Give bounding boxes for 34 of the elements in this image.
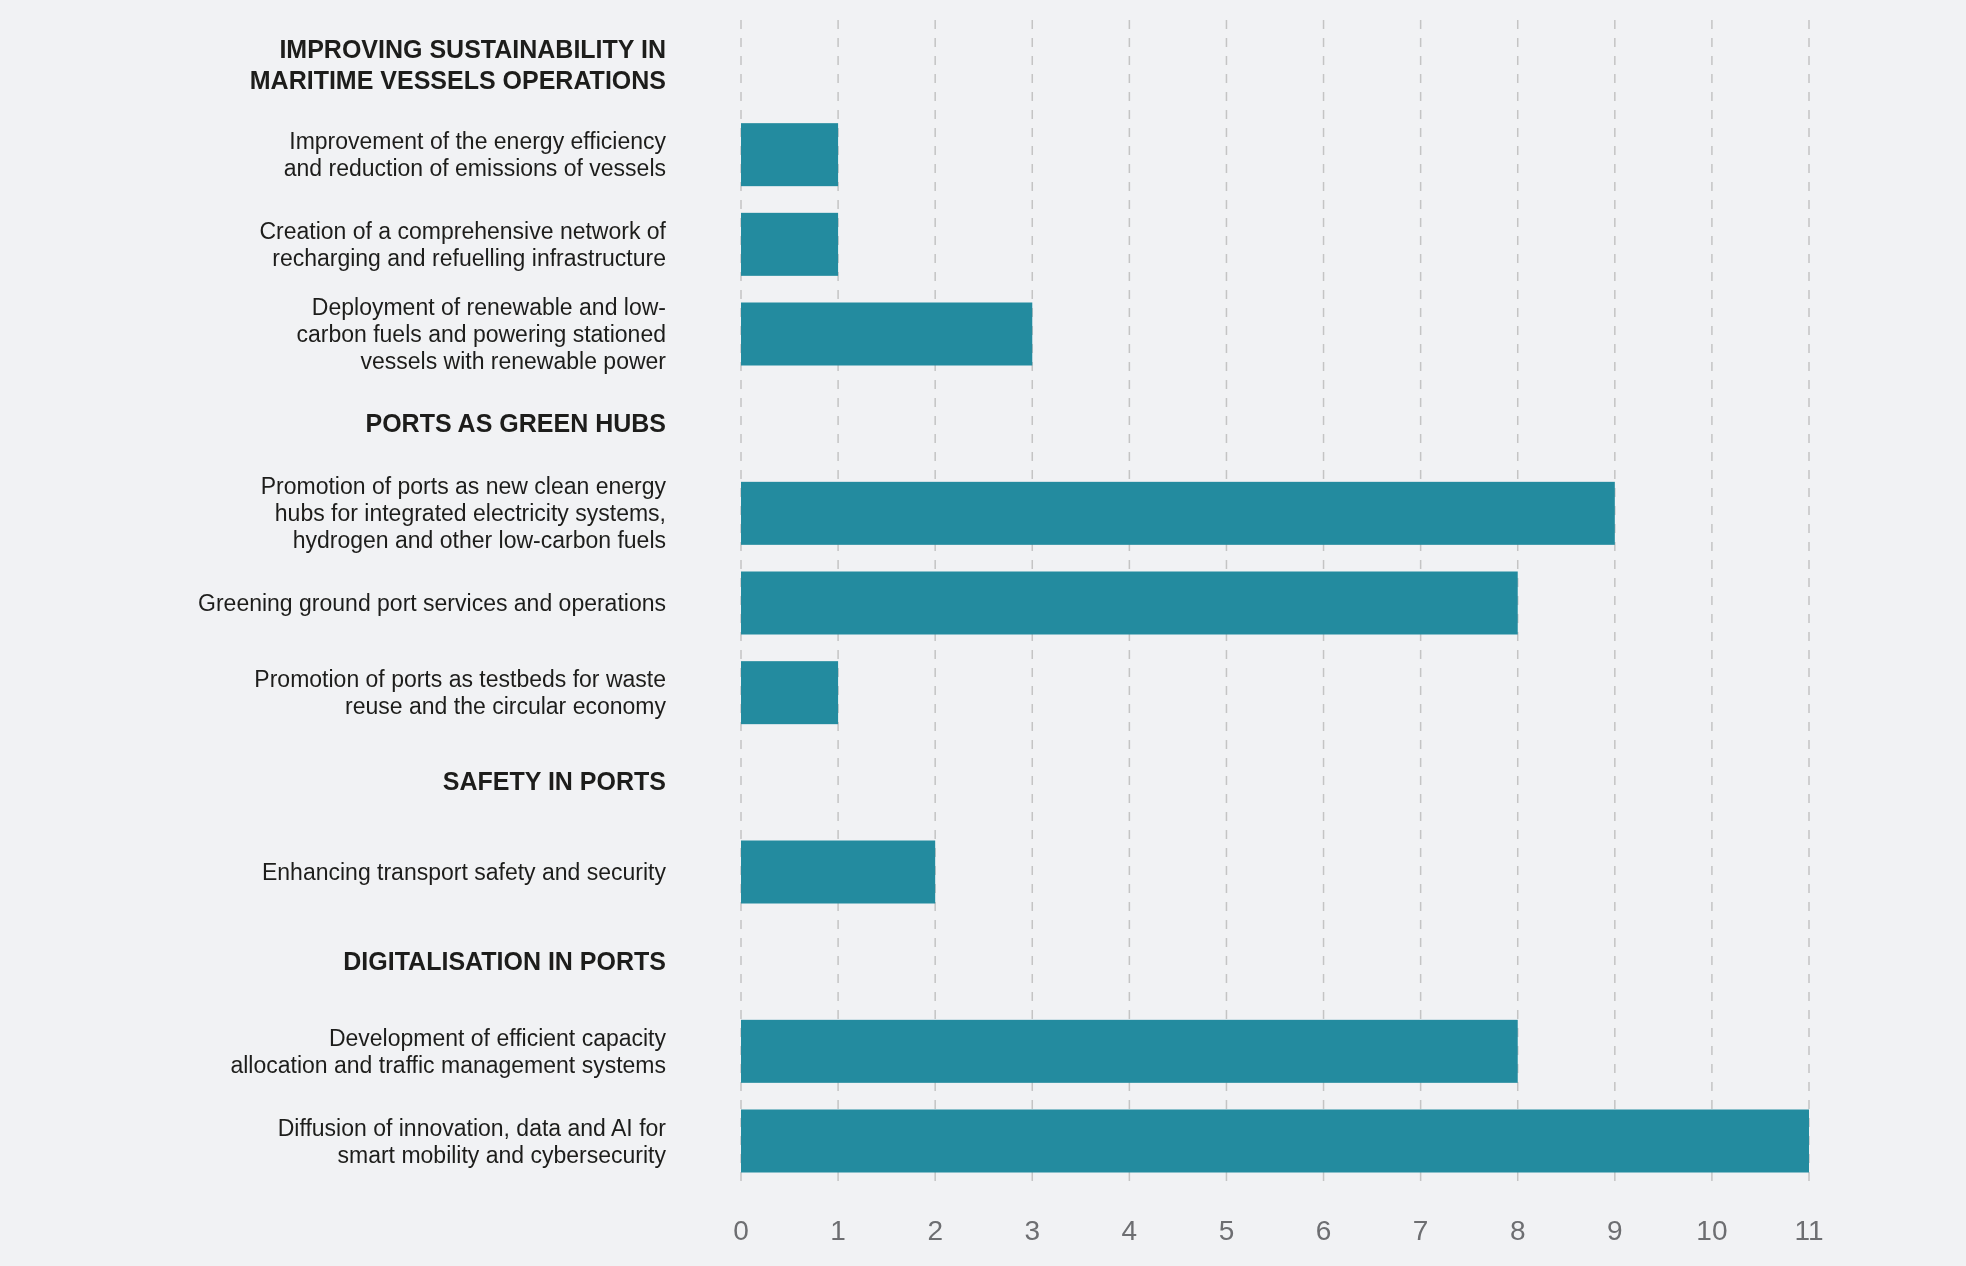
bar [741,123,839,187]
x-tick-label: 1 [830,1215,846,1246]
x-tick-label: 10 [1696,1215,1728,1246]
x-tick-label: 7 [1412,1215,1429,1246]
y-tick-label: Deployment of renewable and low- carbon fuels and powering stationed vessels with renewable power [296,294,667,374]
bar [741,661,839,725]
x-tick-label: 11 [1794,1215,1824,1246]
x-tick-label: 2 [927,1215,943,1246]
bar [741,212,839,276]
bar [741,481,1615,545]
x-tick-label: 6 [1315,1215,1332,1246]
y-tick-label: Creation of a comprehensive network of recharging and refuelling infrastructure [259,217,667,271]
x-tick-label: 8 [1509,1215,1526,1246]
y-tick-label: DIGITALISATION IN PORTS [343,946,666,975]
y-tick-label: Promotion of ports as testbeds for waste reuse and the circular economy [254,666,667,720]
y-tick-label: PORTS AS GREEN HUBS [365,408,666,437]
y-tick-label: SAFETY IN PORTS [442,767,666,796]
x-tick-label: 4 [1121,1215,1138,1246]
bar [741,1109,1809,1173]
y-tick-label: Greening ground port services and operations [198,590,666,616]
y-tick-label: IMPROVING SUSTAINABILITY IN MARITIME VESSELS OPERATIONS [249,34,666,94]
y-tick-label: Enhancing transport safety and security [261,859,667,885]
bar [741,840,936,904]
x-tick-label: 3 [1024,1215,1041,1246]
x-tick-label: 9 [1607,1215,1623,1246]
x-tick-label: 0 [733,1215,749,1246]
bar [741,571,1518,635]
bar [741,302,1033,366]
x-tick-label: 5 [1218,1215,1235,1246]
y-tick-label: Diffusion of innovation, data and AI for smart mobility and cybersecurity [277,1114,667,1168]
y-tick-label: Development of efficient capacity allocation and traffic management systems [230,1024,667,1078]
y-tick-label: Promotion of ports as new clean energy hubs for integrated electricity systems, hydrogen and other low-carbon fuels [260,473,667,554]
bar [741,1019,1518,1083]
y-tick-label: Improvement of the energy efficiency and reduction of emissions of vessels [283,128,667,182]
